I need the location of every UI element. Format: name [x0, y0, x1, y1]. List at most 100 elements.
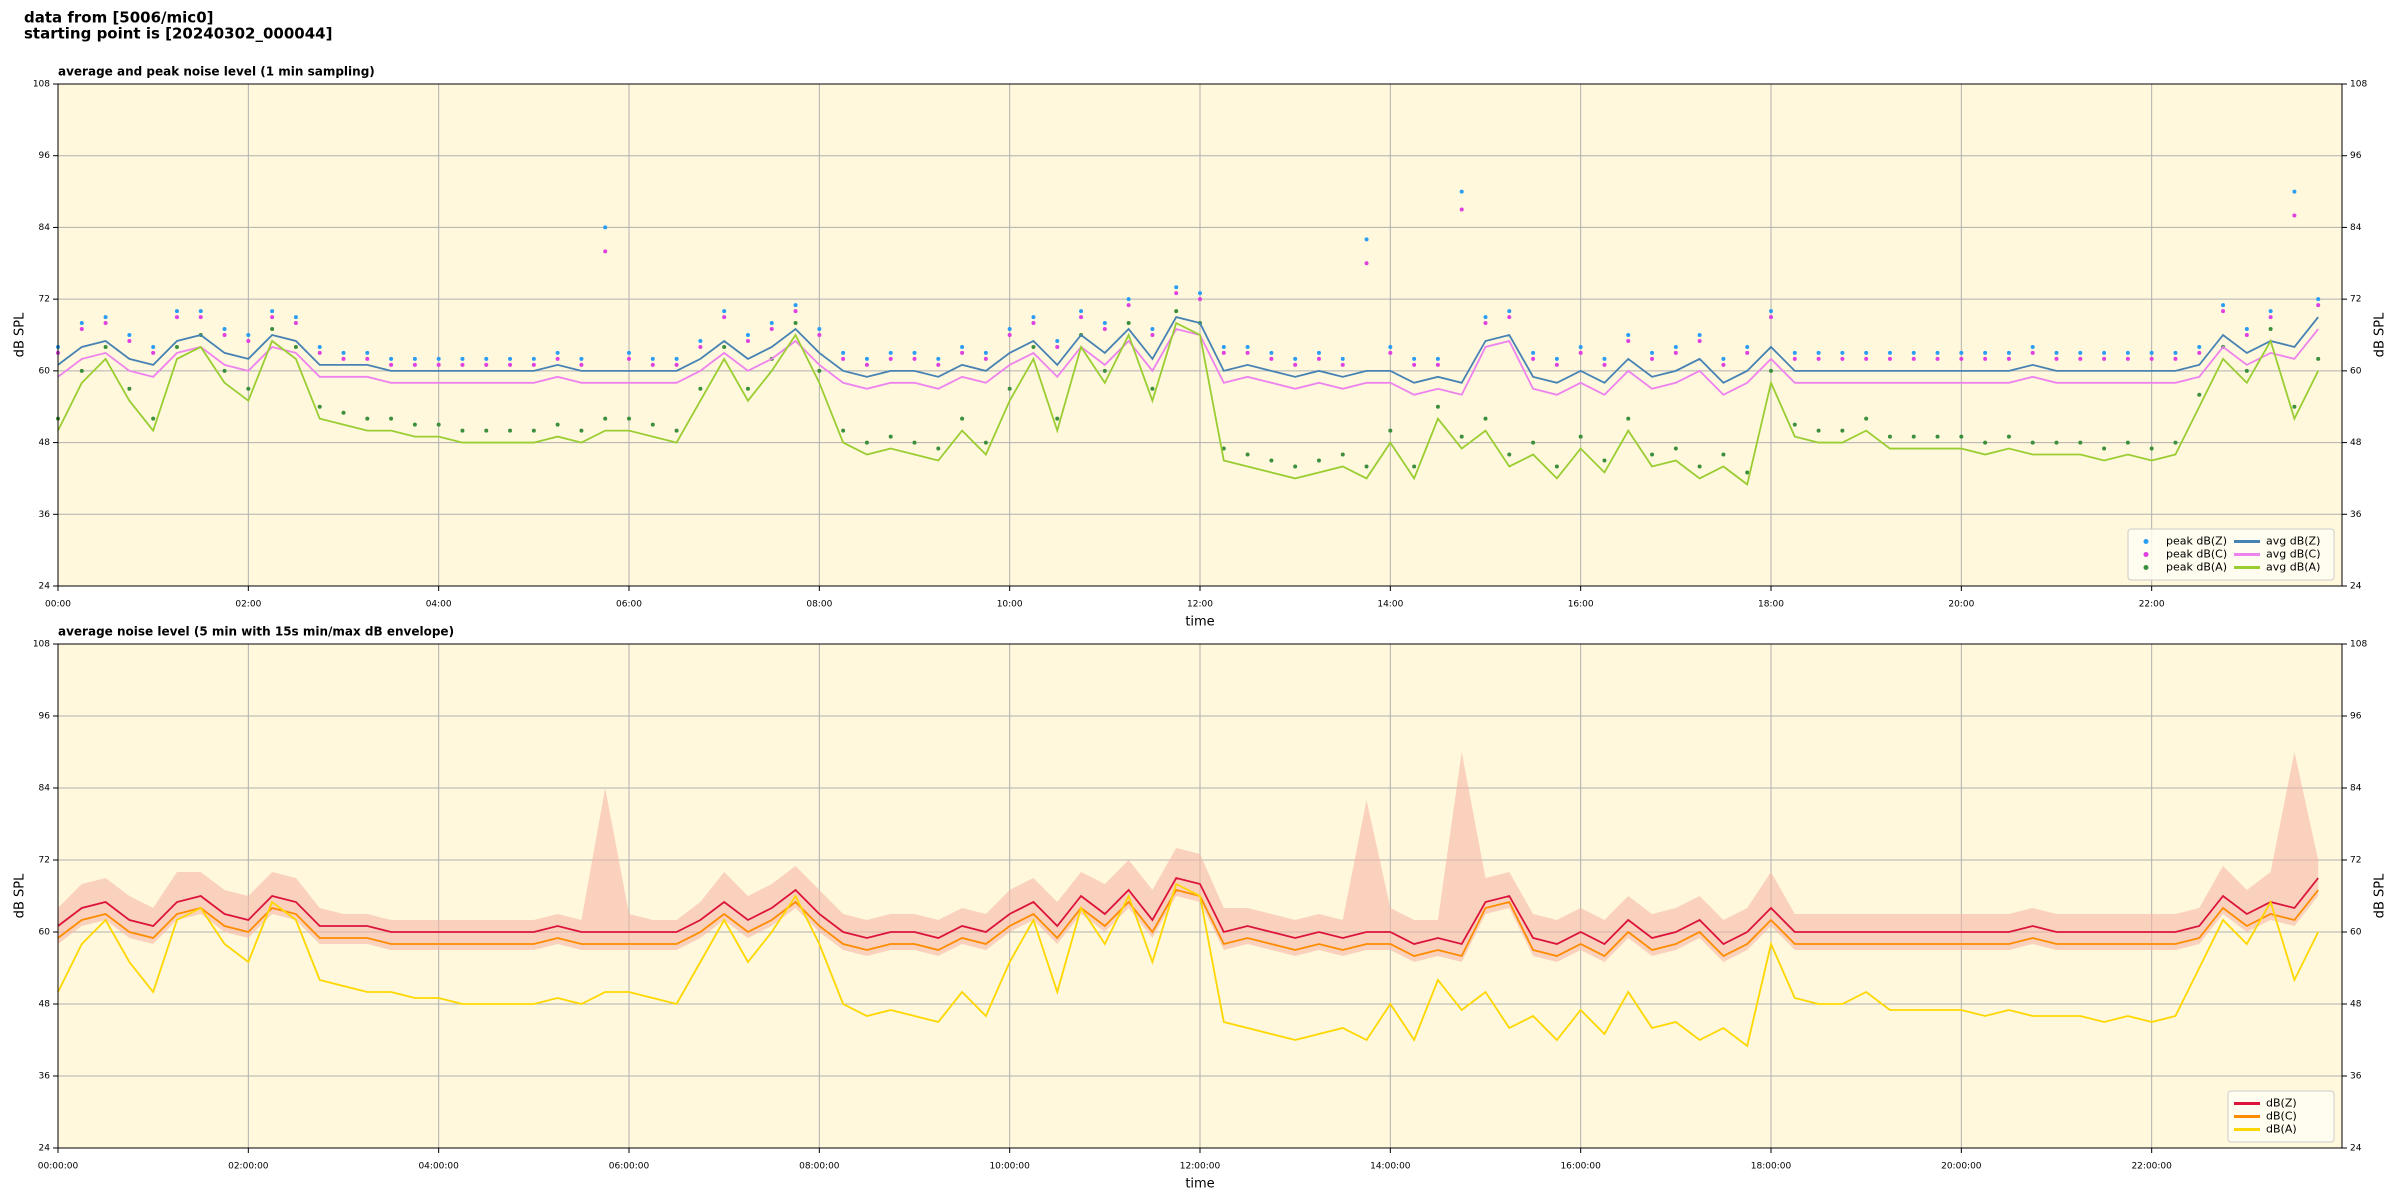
y-tick-label: 72: [39, 295, 50, 305]
legend-label: dB(C): [2266, 1110, 2297, 1123]
peak-point: [2149, 446, 2154, 451]
peak-point: [1507, 309, 1512, 314]
peak-point: [2102, 350, 2107, 355]
peak-point: [1388, 344, 1393, 349]
peak-point: [936, 446, 941, 451]
peak-point: [698, 386, 703, 391]
peak-point: [1174, 291, 1179, 296]
y-tick-label: 72: [39, 856, 50, 866]
peak-point: [2221, 303, 2226, 308]
peak-point: [127, 386, 132, 391]
legend-marker: [2143, 552, 2149, 557]
peak-point: [1816, 356, 1821, 361]
y2-axis-label: dB SPL: [2373, 312, 2388, 357]
peak-point: [436, 362, 441, 367]
peak-point: [1079, 309, 1084, 314]
y-axis-label: dB SPL: [13, 873, 28, 918]
peak-point: [1626, 416, 1631, 421]
envelope-area: [58, 752, 2319, 962]
peak-point: [1007, 333, 1012, 337]
legend-label: avg dB(A): [2266, 561, 2320, 574]
peak-point: [1174, 285, 1179, 290]
x-tick-label: 16:00: [1568, 600, 1594, 610]
peak-point: [1198, 297, 1202, 302]
y-tick-label: 96: [39, 151, 51, 161]
peak-point: [1293, 362, 1298, 367]
peak-point: [2244, 327, 2249, 332]
peak-point: [293, 344, 298, 349]
peak-point: [2244, 368, 2249, 373]
peak-point: [103, 344, 108, 349]
peak-point: [460, 428, 465, 433]
peak-point: [2244, 333, 2249, 337]
peak-point: [1840, 428, 1845, 433]
peak-point: [2125, 350, 2130, 355]
peak-point: [2006, 434, 2011, 439]
peak-point: [1269, 350, 1274, 355]
y-axis-label: dB SPL: [13, 312, 28, 357]
peak-point: [650, 356, 655, 361]
peak-point: [1079, 315, 1084, 320]
peak-point: [1792, 422, 1797, 427]
peak-point: [1150, 333, 1155, 337]
y2-tick-label: 84: [2350, 784, 2362, 794]
peak-point: [888, 356, 893, 361]
peak-point: [1269, 356, 1274, 361]
peak-point: [1412, 356, 1417, 361]
peak-point: [1935, 434, 1940, 439]
peak-point: [793, 309, 798, 314]
x-tick-label: 00:00:00: [38, 1162, 79, 1172]
peak-point: [1935, 356, 1940, 361]
peak-point: [983, 350, 988, 355]
peak-point: [2054, 356, 2059, 361]
peak-point: [1602, 356, 1607, 361]
peak-point: [2078, 350, 2083, 355]
peak-point: [722, 315, 727, 320]
peak-point: [1864, 356, 1869, 361]
peak-point: [674, 362, 679, 367]
peak-point: [246, 333, 251, 337]
peak-point: [841, 356, 846, 361]
peak-point: [1983, 350, 1988, 355]
peak-point: [103, 315, 108, 320]
peak-point: [1221, 446, 1226, 451]
peak-point: [579, 356, 584, 361]
peak-point: [1769, 368, 1773, 373]
x-tick-label: 22:00: [2139, 600, 2165, 610]
y2-tick-label: 24: [2350, 582, 2362, 592]
peak-point: [1007, 327, 1012, 332]
peak-point: [1697, 338, 1702, 343]
peak-point: [1602, 458, 1607, 463]
peak-point: [2268, 315, 2273, 320]
peak-point: [151, 350, 156, 355]
y-tick-label: 96: [39, 712, 51, 722]
peak-point: [1031, 315, 1036, 320]
peak-point: [1316, 350, 1321, 355]
peak-point: [1650, 350, 1655, 355]
peak-point: [2268, 309, 2273, 314]
peak-point: [960, 350, 965, 355]
peak-point: [412, 362, 417, 367]
peak-point: [1364, 464, 1369, 469]
y2-tick-label: 60: [2350, 366, 2362, 376]
legend-label: avg dB(Z): [2266, 535, 2320, 548]
peak-point: [2125, 356, 2130, 361]
x-axis-label: time: [1185, 615, 1214, 630]
peak-point: [436, 356, 441, 361]
y2-tick-label: 108: [2350, 80, 2367, 90]
peak-point: [1055, 416, 1060, 421]
peak-point: [1364, 261, 1369, 266]
chart-title: average noise level (5 min with 15s min/…: [58, 625, 454, 639]
peak-point: [412, 422, 417, 427]
peak-point: [365, 416, 370, 421]
chart: average and peak noise level (1 min samp…: [13, 65, 2388, 630]
peak-point: [412, 356, 417, 361]
peak-point: [698, 344, 703, 349]
peak-point: [222, 327, 227, 332]
peak-point: [650, 362, 655, 367]
y-tick-label: 84: [39, 223, 51, 233]
y2-tick-label: 108: [2350, 640, 2367, 650]
peak-point: [2078, 440, 2083, 445]
peak-point: [745, 338, 750, 343]
